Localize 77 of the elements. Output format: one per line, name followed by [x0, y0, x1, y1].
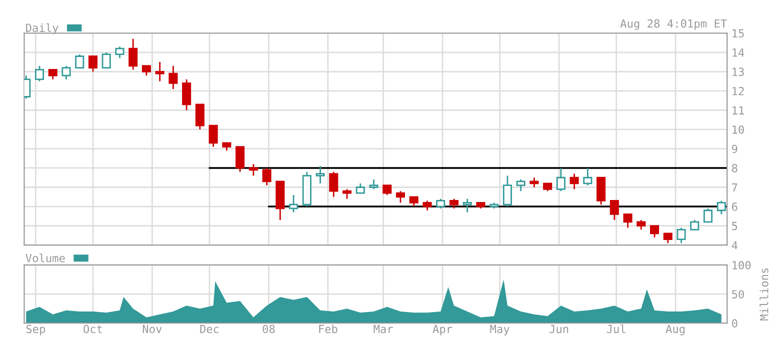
candlestick	[502, 174, 512, 208]
y-tick-label: 13	[732, 68, 744, 76]
candlestick	[75, 54, 84, 68]
candlestick	[610, 200, 619, 221]
candlestick	[316, 165, 325, 184]
y-tick-label: 50	[732, 290, 744, 298]
y-tick-label: 8	[732, 164, 738, 172]
candlestick	[262, 167, 272, 186]
candlestick	[88, 56, 98, 72]
candlestick	[703, 208, 713, 223]
candlestick	[716, 200, 726, 215]
candlestick	[182, 78, 192, 111]
x-tick-label: 08	[262, 324, 275, 334]
candlestick	[449, 198, 458, 210]
candlestick	[422, 200, 432, 212]
y-tick-label: 100	[732, 260, 751, 270]
candlestick	[195, 104, 204, 130]
candlestick	[676, 227, 686, 244]
candlestick	[556, 167, 566, 192]
candlestick	[48, 69, 58, 80]
x-tick-label: Jul	[606, 324, 626, 334]
candlestick	[436, 198, 446, 210]
candlestick	[155, 61, 164, 82]
candlestick	[62, 65, 71, 80]
candlestick	[369, 178, 378, 190]
candlestick	[650, 225, 660, 238]
candlestick	[516, 178, 526, 192]
candlestick	[462, 198, 472, 213]
y-tick-label: 6	[732, 202, 738, 211]
candlestick	[289, 194, 298, 213]
candlestick	[34, 65, 44, 82]
y-tick-label: 9	[732, 144, 738, 154]
x-tick-label: Aug	[666, 324, 685, 336]
candlestick	[583, 167, 592, 186]
x-tick-label: May	[490, 324, 510, 336]
candlestick	[329, 171, 338, 198]
x-tick-label: Nov	[142, 324, 162, 334]
y-tick-label: 12	[732, 86, 744, 96]
y-tick-label: 0	[732, 319, 738, 328]
candlestick	[115, 46, 124, 59]
y-tick-label: 10	[732, 125, 744, 134]
x-tick-label: Dec	[200, 324, 219, 334]
y-tick-label: 7	[732, 183, 738, 192]
x-tick-label: Feb	[319, 324, 338, 334]
candlestick	[142, 65, 151, 76]
candlestick	[382, 184, 392, 196]
legend-label: Volume	[26, 254, 65, 262]
candlestick	[409, 196, 418, 208]
x-tick-label: Jun	[550, 324, 568, 334]
candlestick	[128, 38, 138, 70]
candlestick	[342, 188, 352, 200]
candlestick	[168, 65, 178, 90]
candlestick	[636, 219, 646, 230]
candlestick	[356, 182, 365, 194]
candlestick	[102, 52, 111, 68]
x-tick-label: Apr	[432, 324, 452, 336]
candlestick	[208, 124, 218, 148]
x-tick-label: Mar	[374, 324, 393, 334]
legend-label: Daily	[26, 23, 58, 34]
candlestick	[530, 176, 539, 188]
x-tick-label: Sep	[26, 324, 46, 336]
candlestick	[690, 219, 700, 230]
candlestick	[570, 173, 579, 190]
y-axis-title: Millions	[760, 268, 768, 320]
candlestick	[248, 163, 258, 176]
candlestick	[396, 190, 406, 204]
y-tick-label: 14	[732, 48, 744, 57]
candlestick	[236, 146, 245, 173]
y-tick-label: 15	[732, 29, 744, 38]
candlestick	[623, 214, 632, 228]
candlestick	[663, 232, 672, 244]
x-tick-label: Oct	[84, 324, 102, 334]
y-tick-label: 4	[732, 241, 738, 250]
y-tick-label: 5	[732, 222, 738, 230]
candlestick	[596, 176, 606, 206]
text: Aug 28 4:01pm ET	[620, 19, 727, 30]
y-tick-label: 11	[732, 106, 744, 114]
